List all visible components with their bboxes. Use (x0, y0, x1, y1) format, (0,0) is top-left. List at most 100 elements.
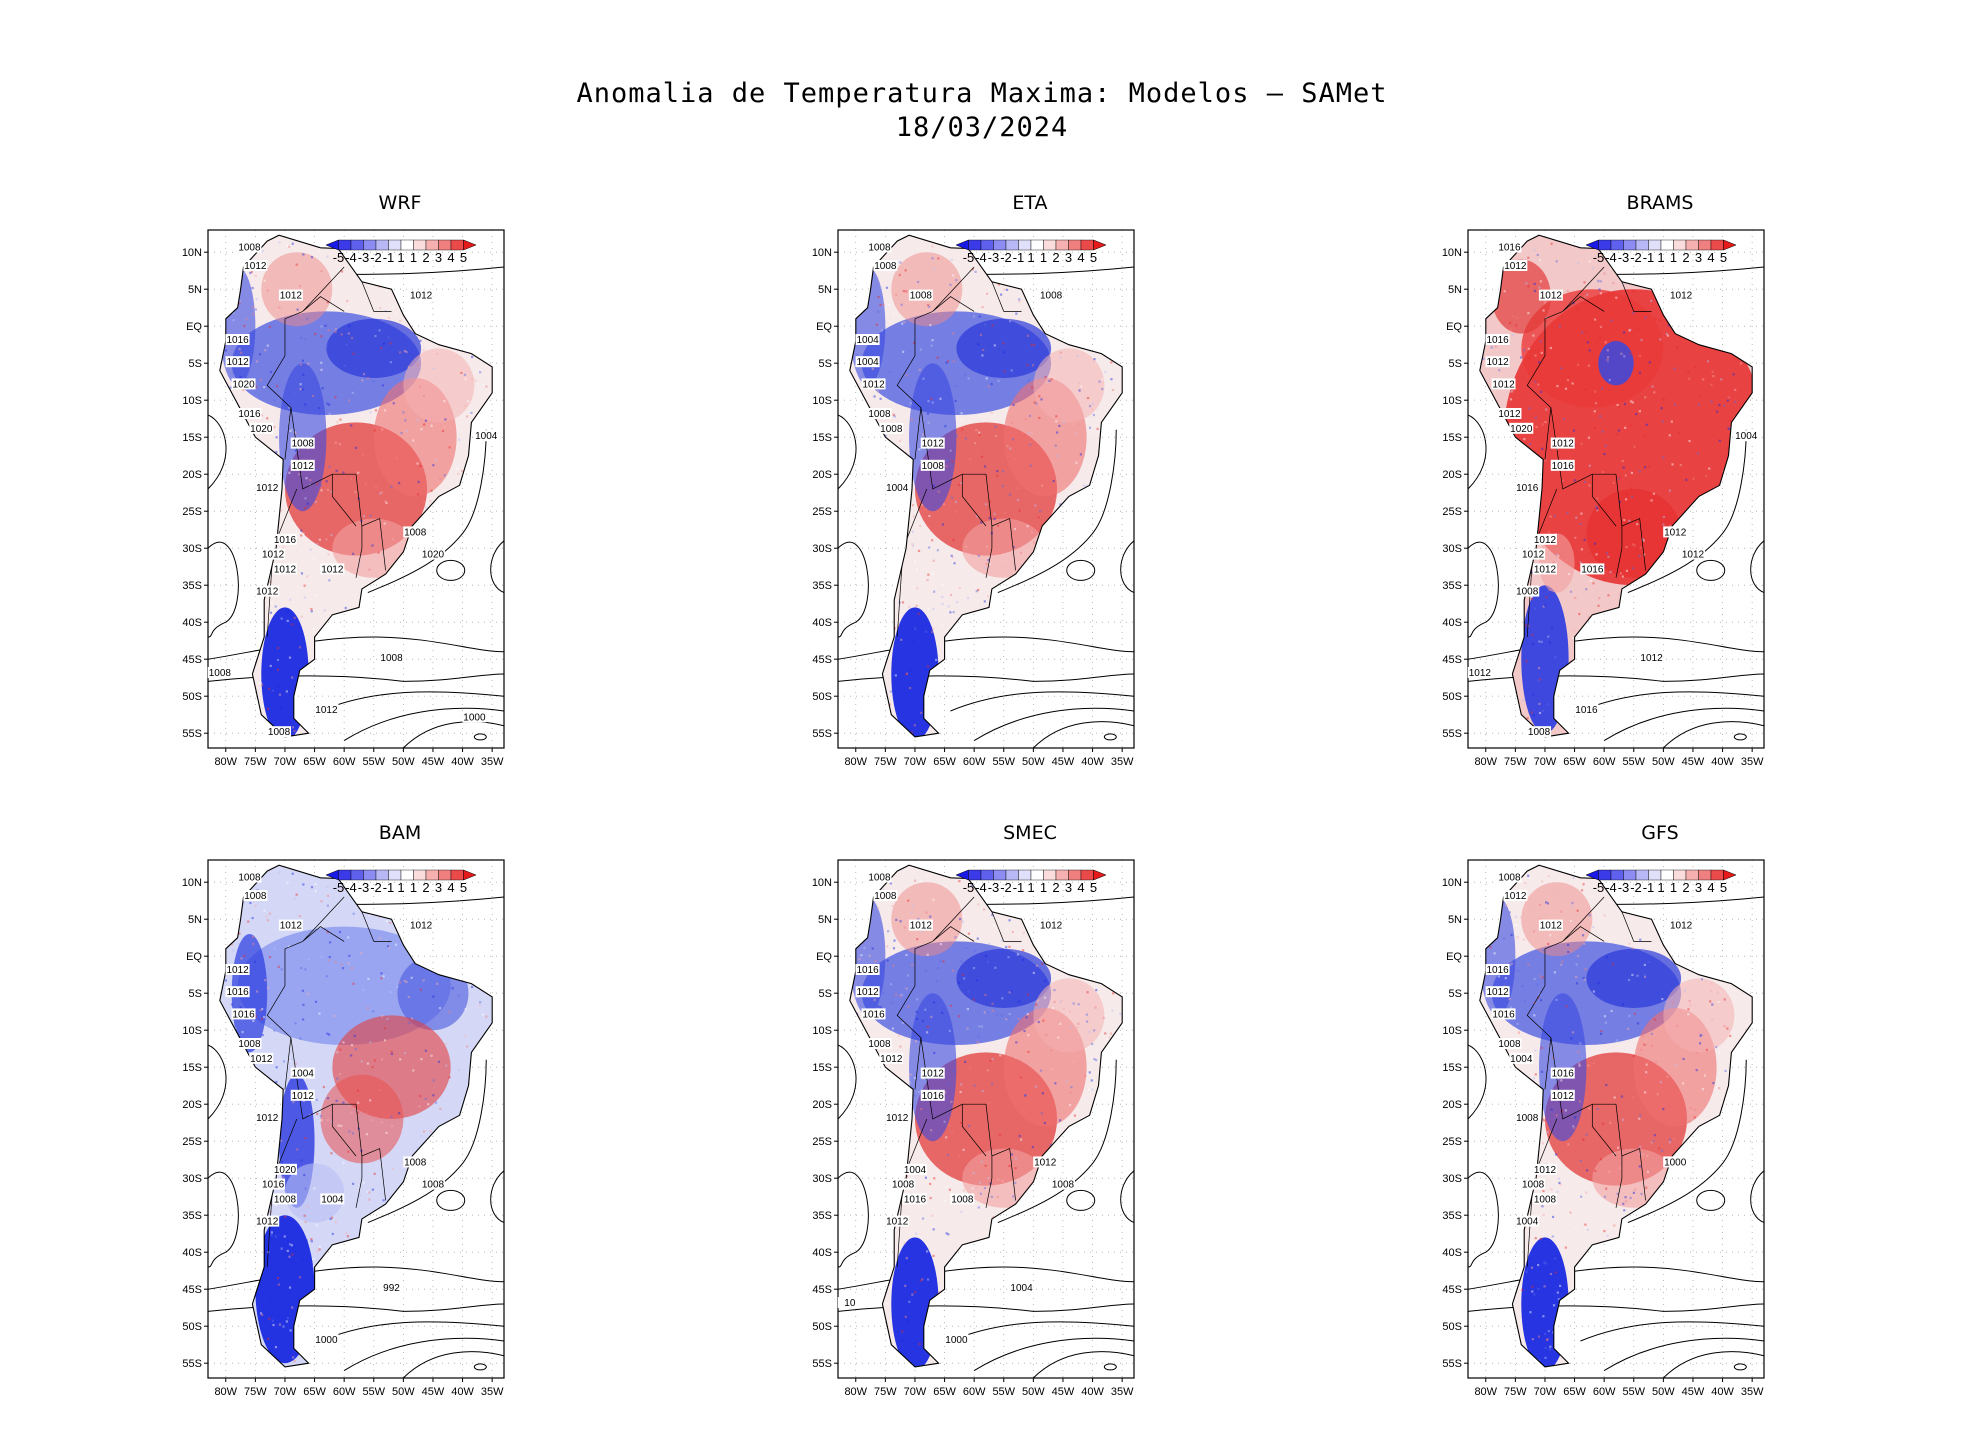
color-bar: -5 -4 -3 -2 -1 1 1 2 3 4 5 (1585, 239, 1737, 265)
anomaly-blob (403, 348, 475, 423)
isobar-label-bg (920, 1089, 945, 1101)
anomaly-speck (1027, 1050, 1030, 1054)
anomaly-speck (1560, 367, 1563, 370)
anomaly-speck (391, 537, 394, 540)
anomaly-speck (975, 979, 978, 982)
anomaly-speck (1610, 319, 1613, 322)
anomaly-speck (1643, 973, 1646, 976)
anomaly-speck (1001, 564, 1004, 567)
anomaly-speck (996, 1013, 999, 1016)
anomaly-speck (267, 707, 270, 711)
isobar-line (1033, 1351, 1134, 1378)
anomaly-speck (254, 1015, 258, 1018)
anomaly-speck (1007, 956, 1010, 959)
color-bar-swatch (1018, 869, 1032, 881)
map-canvas: 10N5NEQ5S10S15S20S25S30S35S40S45S50S55S8… (812, 229, 1135, 768)
anomaly-speck (901, 442, 904, 446)
anomaly-speck (439, 1107, 442, 1110)
isobar-label-bg (1550, 459, 1575, 471)
anomaly-speck (422, 500, 426, 503)
lon-label: 60W (1593, 1386, 1616, 1398)
anomaly-speck (1575, 975, 1578, 979)
anomaly-speck (1040, 398, 1043, 401)
color-bar-label: 1 (1670, 250, 1677, 265)
isobar-line (1733, 733, 1747, 741)
lon-label: 35W (1741, 756, 1764, 768)
anomaly-speck (936, 356, 939, 359)
anomaly-speck (405, 350, 408, 354)
anomaly-speck (275, 1080, 278, 1084)
anomaly-speck (1648, 361, 1651, 364)
anomaly-speck (357, 471, 360, 474)
anomaly-speck (1636, 523, 1639, 526)
anomaly-speck (356, 1089, 360, 1092)
isobar-label: 1016 (232, 1009, 255, 1020)
anomaly-speck (895, 918, 898, 921)
anomaly-speck (336, 420, 339, 424)
anomaly-speck (1592, 1062, 1596, 1065)
anomaly-speck (286, 619, 289, 623)
anomaly-speck (1572, 876, 1575, 879)
anomaly-speck (377, 551, 380, 554)
anomaly-speck (1566, 289, 1569, 293)
anomaly-speck (412, 439, 415, 442)
anomaly-speck (916, 998, 919, 1001)
anomaly-speck (1598, 527, 1601, 530)
anomaly-speck (1058, 424, 1061, 428)
anomaly-speck (1536, 253, 1539, 257)
anomaly-speck (347, 936, 350, 939)
anomaly-speck (304, 1221, 307, 1224)
anomaly-speck (1571, 637, 1575, 640)
anomaly-speck (1622, 466, 1625, 469)
isobar-label: 1016 (262, 1180, 285, 1191)
anomaly-speck (304, 1187, 307, 1190)
border-line (961, 474, 987, 527)
anomaly-speck (1629, 1196, 1632, 1200)
isobar-label-bg (1532, 563, 1557, 575)
color-bar-label: -3 (988, 250, 1000, 265)
color-bar-arrow-right (463, 869, 477, 881)
anomaly-speck (977, 554, 980, 557)
anomaly-speck (241, 1030, 244, 1034)
isobar-label-bg (225, 986, 250, 998)
anomaly-speck (977, 588, 980, 592)
anomaly-speck (1008, 493, 1011, 496)
anomaly-speck (1603, 272, 1606, 275)
isobar-label-bg (867, 241, 892, 253)
isobar-label-bg (249, 422, 274, 434)
lat-label: EQ (1446, 321, 1462, 333)
anomaly-speck (1670, 420, 1673, 423)
anomaly-speck (1639, 938, 1642, 941)
color-bar-label: 1 (1657, 880, 1664, 895)
lat-label: 20S (812, 469, 832, 481)
anomaly-speck (959, 917, 962, 921)
color-bar-label: -3 (1618, 250, 1630, 265)
anomaly-speck (345, 1231, 348, 1234)
isobar-label-bg (379, 652, 404, 664)
anomaly-speck (981, 354, 984, 357)
anomaly-speck (1516, 1022, 1519, 1026)
anomaly-speck (1593, 427, 1596, 430)
anomaly-speck (328, 941, 332, 944)
anomaly-speck (310, 1240, 313, 1243)
anomaly-speck (1550, 1188, 1553, 1191)
lon-label: 80W (844, 756, 867, 768)
anomaly-speck (312, 1264, 315, 1268)
anomaly-speck (1688, 1120, 1691, 1123)
lat-label: 50S (1442, 1321, 1462, 1333)
color-bar-label: -4 (345, 880, 357, 895)
color-bar-label: 5 (1090, 250, 1097, 265)
anomaly-speck (272, 1323, 275, 1327)
anomaly-speck (933, 267, 936, 271)
isobar-line (473, 1363, 487, 1371)
anomaly-speck (340, 1124, 343, 1128)
isobar-label: 1012 (1540, 291, 1563, 302)
anomaly-speck (1524, 881, 1527, 885)
anomaly-speck (1629, 352, 1632, 355)
anomaly-speck (1603, 914, 1606, 917)
anomaly-speck (910, 963, 914, 967)
anomaly-speck (1669, 1138, 1672, 1141)
map-canvas: 10N5NEQ5S10S15S20S25S30S35S40S45S50S55S8… (182, 229, 505, 768)
anomaly-speck (931, 339, 934, 342)
